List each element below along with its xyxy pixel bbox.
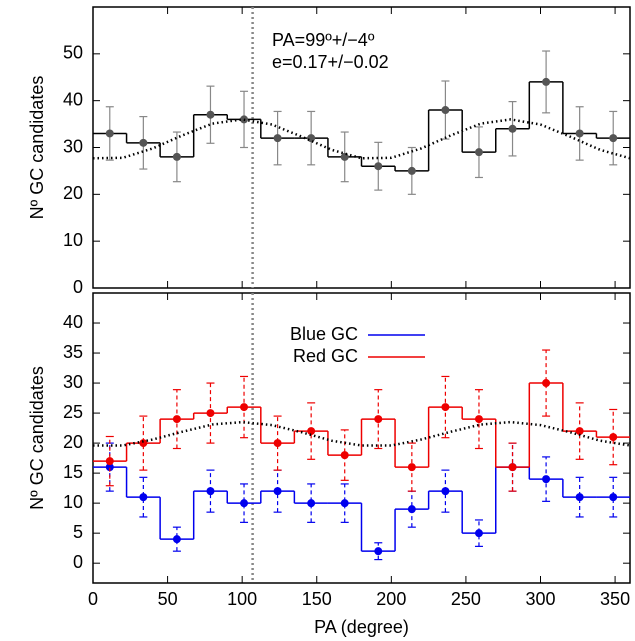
data-point [307,499,316,508]
data-point [340,152,349,161]
y-tick-label: 30 [63,136,83,156]
data-point [240,499,249,508]
y-tick-label: 50 [63,43,83,63]
x-tick-label: 0 [88,589,98,609]
y-tick-label: 5 [73,522,83,542]
x-axis-label: PA (degree) [314,617,409,637]
data-point [105,129,114,138]
data-point [273,487,282,496]
data-point [340,499,349,508]
data-point [542,77,551,86]
data-point [407,463,416,472]
data-point [575,129,584,138]
data-point [542,475,551,484]
data-point [206,409,215,418]
data-point [474,148,483,157]
data-point [374,162,383,171]
plot-frame [92,292,631,584]
data-point [206,110,215,119]
data-point [307,427,316,436]
legend-label: Blue GC [290,324,358,344]
x-tick-label: 350 [600,589,630,609]
x-tick-label: 150 [302,589,332,609]
data-point [508,463,517,472]
y-tick-label: 15 [63,462,83,482]
fit-curve [92,118,631,160]
data-point [139,138,148,147]
y-tick-label: 0 [73,552,83,572]
data-point [474,415,483,424]
data-point [508,124,517,133]
annotation: PA=99º+/−4º [272,30,375,50]
data-point [139,493,148,502]
data-point [542,379,551,388]
data-point [441,487,450,496]
legend-label: Red GC [293,346,358,366]
data-point [105,463,114,472]
data-point [273,134,282,143]
data-point [374,547,383,556]
y-axis-label: Nº GC candidates [27,76,47,220]
y-tick-label: 25 [63,402,83,422]
data-point [609,433,618,442]
data-point [474,529,483,538]
data-point [240,403,249,412]
y-tick-label: 20 [63,183,83,203]
data-point [609,493,618,502]
data-point [340,451,349,460]
data-point [441,106,450,115]
y-tick-label: 10 [63,492,83,512]
data-point [172,152,181,161]
x-tick-label: 300 [525,589,555,609]
data-point [575,493,584,502]
x-tick-label: 250 [451,589,481,609]
fit-curve [93,420,631,447]
data-point [374,415,383,424]
x-tick-label: 50 [158,589,178,609]
y-tick-label: 35 [63,342,83,362]
data-point [105,457,114,466]
data-point [575,427,584,436]
data-point [172,535,181,544]
data-point [206,487,215,496]
x-tick-label: 100 [227,589,257,609]
data-point [139,439,148,448]
annotation: e=0.17+/−0.02 [272,52,389,72]
x-tick-label: 200 [376,589,406,609]
y-tick-label: 30 [63,372,83,392]
data-point [441,403,450,412]
data-point [407,505,416,514]
y-tick-label: 0 [73,277,83,297]
y-tick-label: 40 [63,312,83,332]
y-axis-label: Nº GC candidates [27,366,47,510]
y-tick-label: 10 [63,230,83,250]
y-tick-label: 20 [63,432,83,452]
data-point [407,166,416,175]
data-point [609,134,618,143]
data-point [172,415,181,424]
y-tick-label: 40 [63,89,83,109]
data-point [273,439,282,448]
